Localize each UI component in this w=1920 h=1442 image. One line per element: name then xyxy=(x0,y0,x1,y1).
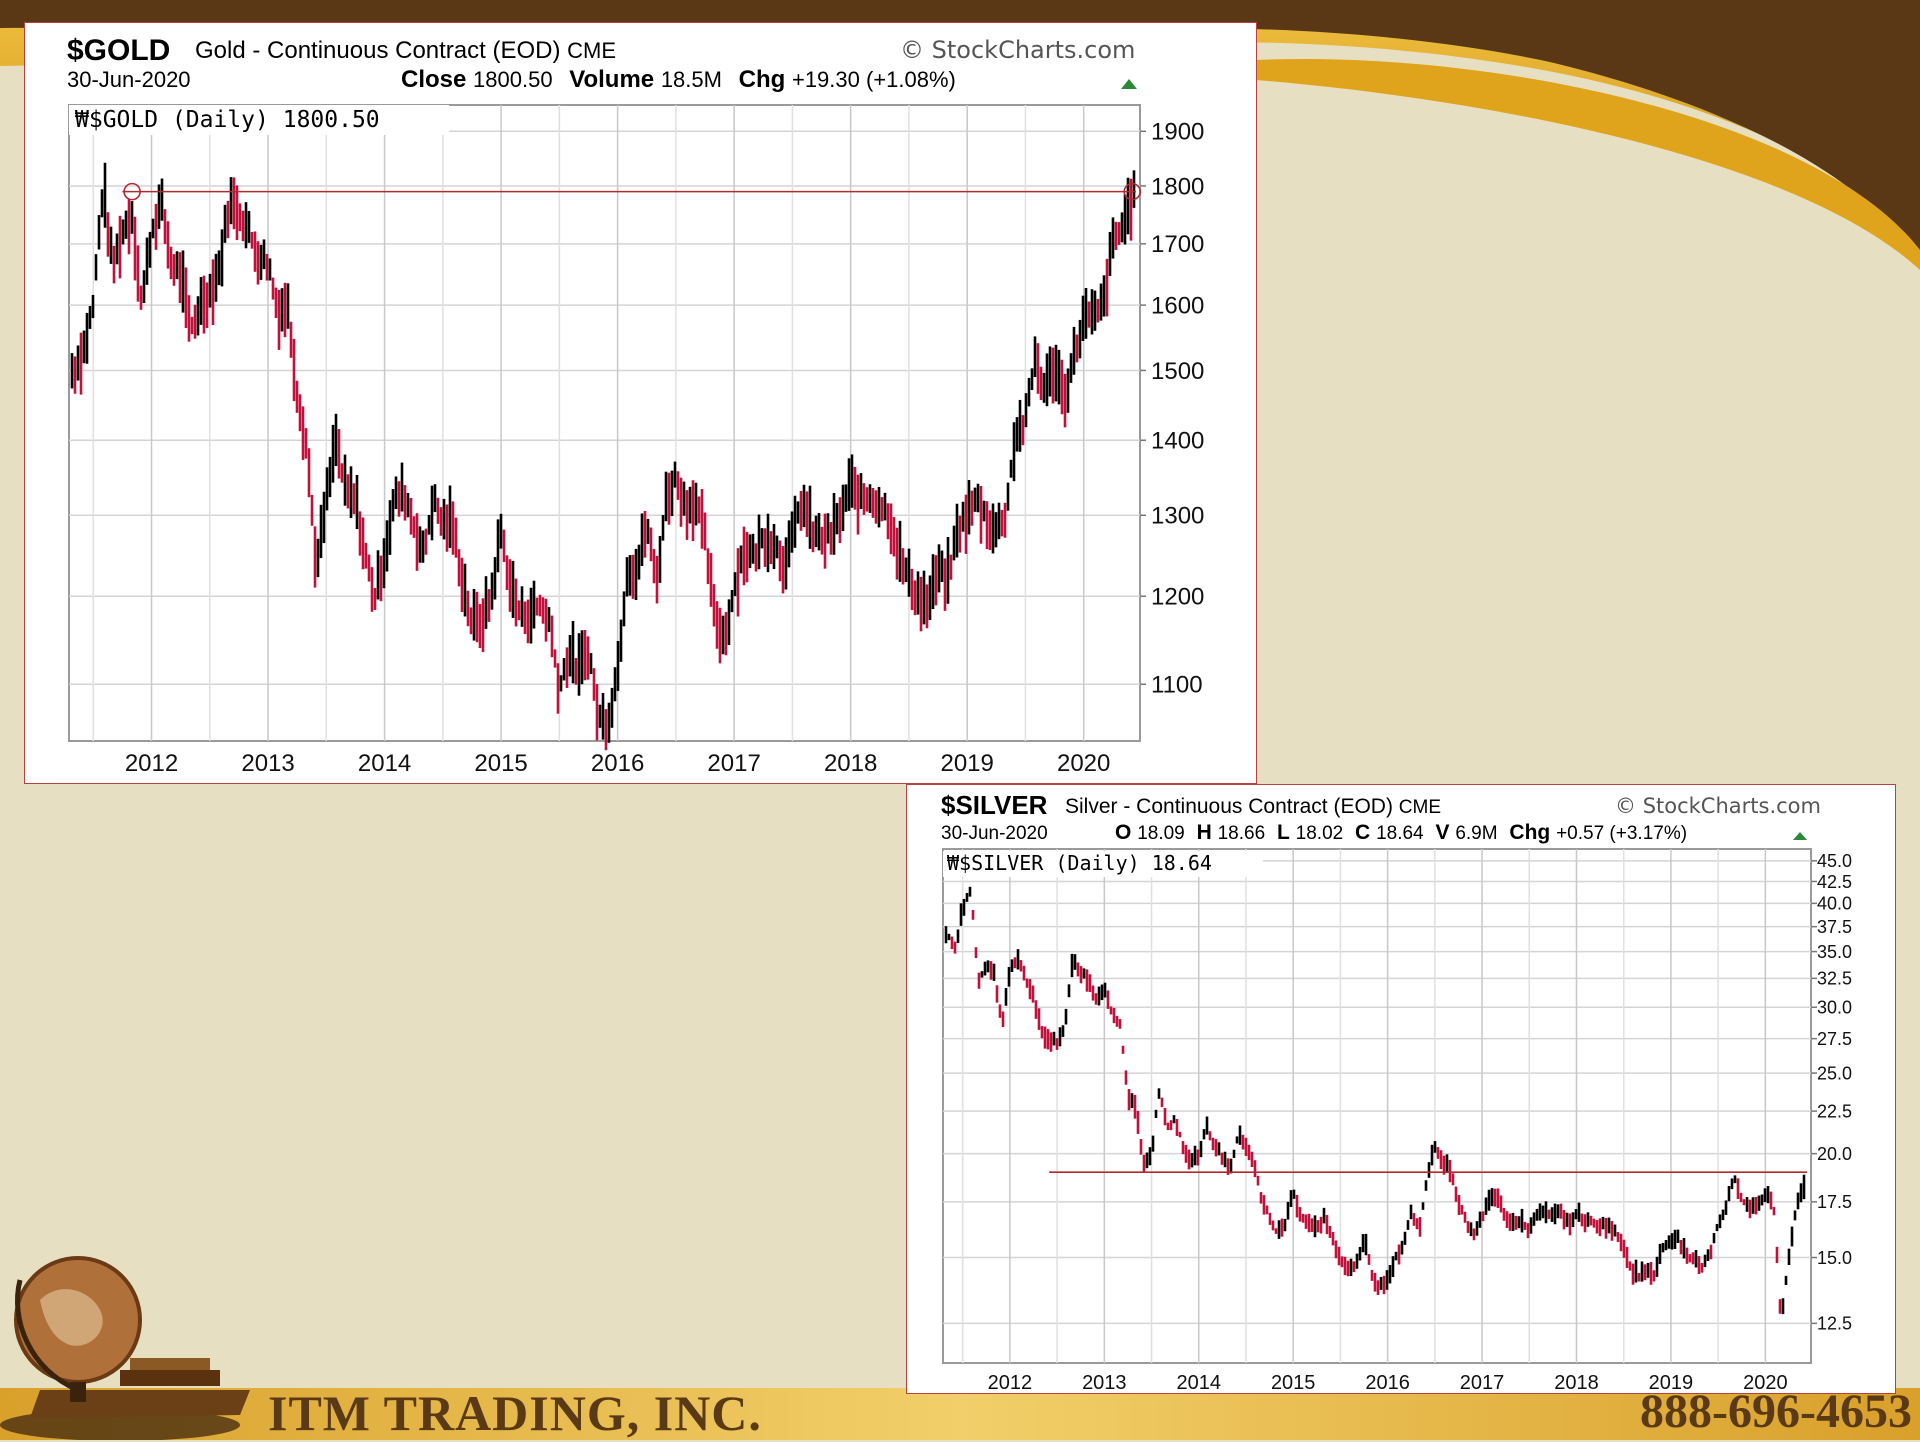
silver-xtick-label-8: 2020 xyxy=(1743,1372,1788,1394)
silver-chart: $SILVER Silver - Continuous Contract (EO… xyxy=(941,790,1852,1394)
silver-ytick-label-7: 30.0 xyxy=(1817,998,1852,1018)
silver-ytick-label-13: 45.0 xyxy=(1817,851,1852,871)
silver-price-bars xyxy=(944,886,1806,1315)
globe-icon xyxy=(0,1256,250,1440)
silver-date: 30-Jun-2020 xyxy=(941,823,1048,844)
gold-ytick-label-3: 1400 xyxy=(1151,428,1204,455)
gold-ytick-label-8: 1900 xyxy=(1151,119,1204,146)
gold-chart-panel: $GOLD Gold - Continuous Contract (EOD) C… xyxy=(24,22,1257,784)
silver-ytick-label-10: 37.5 xyxy=(1817,917,1852,937)
silver-xtick-label-7: 2019 xyxy=(1649,1372,1694,1394)
silver-ytick-label-2: 17.5 xyxy=(1817,1192,1852,1212)
company-name: ITM TRADING, INC. xyxy=(268,1385,762,1441)
phone-number: 888-696-4653 xyxy=(1640,1385,1912,1438)
silver-xtick-label-4: 2016 xyxy=(1365,1372,1410,1394)
gold-date: 30-Jun-2020 xyxy=(67,67,191,92)
silver-symbol: $SILVER xyxy=(941,790,1048,820)
silver-legend-bg xyxy=(943,851,1263,877)
silver-xtick-label-5: 2017 xyxy=(1460,1372,1505,1394)
header-brown-corner xyxy=(1256,22,1920,260)
silver-ytick-label-6: 27.5 xyxy=(1817,1029,1852,1049)
silver-ytick-label-1: 15.0 xyxy=(1817,1248,1852,1268)
gold-description: Gold - Continuous Contract (EOD) CME xyxy=(195,37,616,64)
gold-up-arrow-icon xyxy=(1121,79,1137,89)
gold-ytick-label-4: 1500 xyxy=(1151,358,1204,385)
silver-plot-area xyxy=(942,848,1812,1364)
footer-band xyxy=(0,1388,1920,1440)
silver-xtick-label-1: 2013 xyxy=(1082,1372,1127,1394)
gold-resistance-marker-start xyxy=(123,182,141,201)
silver-ytick-label-12: 42.5 xyxy=(1817,872,1852,892)
gold-ytick-label-1: 1200 xyxy=(1151,584,1204,611)
gold-stats: Close 1800.50 Volume 18.5M Chg +19.30 (+… xyxy=(401,66,956,93)
silver-xtick-label-3: 2015 xyxy=(1271,1372,1316,1394)
gold-xtick-label-3: 2015 xyxy=(474,750,527,777)
gold-xtick-label-1: 2013 xyxy=(241,750,294,777)
gold-xtick-label-8: 2020 xyxy=(1057,750,1110,777)
silver-ytick-label-9: 35.0 xyxy=(1817,942,1852,962)
gold-ytick-label-2: 1300 xyxy=(1151,503,1204,530)
gold-xtick-label-0: 2012 xyxy=(125,750,178,777)
gold-legend: ₩$GOLD (Daily) 1800.50 xyxy=(75,107,380,133)
gold-ytick-label-5: 1600 xyxy=(1151,293,1204,320)
silver-ytick-label-0: 12.5 xyxy=(1817,1314,1852,1334)
gold-price-bars xyxy=(70,162,1136,751)
gold-ytick-label-0: 1100 xyxy=(1151,672,1203,699)
gold-legend-bg xyxy=(69,105,449,135)
gold-xtick-label-2: 2014 xyxy=(358,750,411,777)
silver-xtick-label-6: 2018 xyxy=(1554,1372,1599,1394)
gold-plot-area xyxy=(68,104,1141,742)
gold-symbol: $GOLD xyxy=(67,34,170,67)
silver-ytick-label-3: 20.0 xyxy=(1817,1144,1852,1164)
silver-ytick-label-5: 25.0 xyxy=(1817,1063,1852,1083)
silver-watermark: © StockCharts.com xyxy=(1615,794,1821,818)
silver-ytick-label-8: 32.5 xyxy=(1817,969,1852,989)
silver-up-arrow-icon xyxy=(1793,832,1807,840)
silver-xtick-label-2: 2014 xyxy=(1177,1372,1222,1394)
gold-xtick-label-5: 2017 xyxy=(707,750,760,777)
silver-xtick-label-0: 2012 xyxy=(988,1372,1032,1394)
gold-chart: $GOLD Gold - Continuous Contract (EOD) C… xyxy=(67,34,1204,777)
silver-ytick-label-11: 40.0 xyxy=(1817,894,1852,914)
gold-watermark: © StockCharts.com xyxy=(900,36,1135,64)
silver-stats: O 18.09 H 18.66 L 18.02 C 18.64 V 6.9M C… xyxy=(1115,821,1687,844)
gold-xtick-label-7: 2019 xyxy=(940,750,993,777)
silver-chart-panel: $SILVER Silver - Continuous Contract (EO… xyxy=(906,784,1896,1394)
silver-description: Silver - Continuous Contract (EOD) CME xyxy=(1065,795,1441,818)
gold-xtick-label-6: 2018 xyxy=(824,750,877,777)
gold-ytick-label-6: 1700 xyxy=(1151,231,1204,258)
gold-ytick-label-7: 1800 xyxy=(1151,173,1204,200)
gold-resistance-marker-end xyxy=(1123,182,1142,201)
silver-legend: ₩$SILVER (Daily) 18.64 xyxy=(947,851,1212,875)
gold-xtick-label-4: 2016 xyxy=(591,750,644,777)
silver-ytick-label-4: 22.5 xyxy=(1817,1101,1852,1121)
